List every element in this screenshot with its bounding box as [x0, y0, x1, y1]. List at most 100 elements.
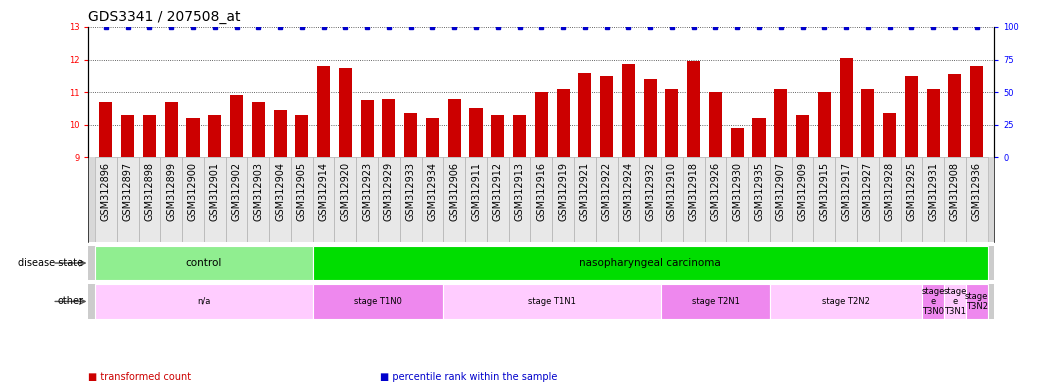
Bar [469, 109, 483, 157]
Bar [378, 157, 400, 242]
Bar [138, 157, 160, 242]
Text: stage
e
T3N1: stage e T3N1 [943, 286, 967, 316]
Text: GSM312935: GSM312935 [754, 162, 764, 221]
Bar [557, 89, 569, 157]
Text: GSM312920: GSM312920 [340, 162, 351, 221]
Text: GSM312896: GSM312896 [101, 162, 111, 221]
Bar [753, 118, 765, 157]
Bar [356, 157, 378, 242]
Bar [312, 284, 443, 319]
Bar [665, 89, 679, 157]
Text: GSM312907: GSM312907 [776, 162, 786, 221]
Bar [731, 128, 743, 157]
Text: GSM312900: GSM312900 [188, 162, 198, 221]
Bar [966, 284, 988, 319]
Bar [818, 92, 831, 157]
Bar [879, 157, 900, 242]
Text: ■ percentile rank within the sample: ■ percentile rank within the sample [380, 372, 557, 382]
Text: GSM312915: GSM312915 [819, 162, 830, 221]
Text: GSM312914: GSM312914 [319, 162, 329, 221]
Bar [204, 157, 226, 242]
Bar [900, 157, 922, 242]
Bar [748, 157, 770, 242]
Text: GSM312904: GSM312904 [275, 162, 285, 221]
Bar [360, 100, 374, 157]
Text: GSM312913: GSM312913 [514, 162, 525, 221]
Text: GSM312933: GSM312933 [406, 162, 415, 221]
Bar [922, 284, 944, 319]
Bar [491, 115, 504, 157]
Text: ■ transformed count: ■ transformed count [88, 372, 192, 382]
Text: stage
T3N2: stage T3N2 [965, 292, 988, 311]
Text: GDS3341 / 207508_at: GDS3341 / 207508_at [88, 10, 240, 25]
Bar [443, 284, 661, 319]
Bar [770, 157, 792, 242]
Bar [617, 157, 639, 242]
Bar [208, 115, 222, 157]
Bar [639, 157, 661, 242]
Text: stage T1N1: stage T1N1 [528, 297, 576, 306]
Text: GSM312929: GSM312929 [384, 162, 393, 221]
Bar [339, 68, 352, 157]
Bar [117, 157, 138, 242]
Bar [164, 102, 178, 157]
Text: nasopharyngeal carcinoma: nasopharyngeal carcinoma [579, 258, 721, 268]
Bar [422, 157, 443, 242]
Bar [95, 284, 312, 319]
Text: n/a: n/a [197, 297, 210, 306]
Text: GSM312912: GSM312912 [492, 162, 503, 221]
Bar [296, 115, 308, 157]
Text: GSM312919: GSM312919 [558, 162, 568, 221]
Text: GSM312926: GSM312926 [711, 162, 720, 221]
Bar [687, 61, 701, 157]
Text: GSM312917: GSM312917 [841, 162, 852, 221]
Bar [465, 157, 487, 242]
Text: GSM312908: GSM312908 [950, 162, 960, 221]
Bar [318, 66, 330, 157]
Text: GSM312910: GSM312910 [667, 162, 677, 221]
Text: stage T1N0: stage T1N0 [354, 297, 402, 306]
Bar [186, 118, 200, 157]
Text: GSM312924: GSM312924 [624, 162, 633, 221]
Bar [334, 157, 356, 242]
Bar [552, 157, 574, 242]
Text: GSM312903: GSM312903 [253, 162, 263, 221]
Text: GSM312932: GSM312932 [645, 162, 655, 221]
Bar [727, 157, 748, 242]
Text: GSM312936: GSM312936 [971, 162, 982, 221]
Bar [312, 246, 988, 280]
Bar [944, 284, 966, 319]
Bar [966, 157, 988, 242]
Bar [861, 89, 874, 157]
Text: GSM312906: GSM312906 [450, 162, 459, 221]
Bar [95, 157, 117, 242]
Bar [775, 89, 787, 157]
Text: disease state: disease state [18, 258, 83, 268]
Bar [574, 157, 595, 242]
Text: GSM312898: GSM312898 [145, 162, 154, 221]
Bar [160, 157, 182, 242]
Bar [643, 79, 657, 157]
Bar [443, 157, 465, 242]
Text: GSM312911: GSM312911 [471, 162, 481, 221]
Text: GSM312899: GSM312899 [167, 162, 176, 221]
Bar [661, 284, 770, 319]
Bar [270, 157, 290, 242]
Text: GSM312902: GSM312902 [231, 162, 242, 221]
Text: GSM312934: GSM312934 [428, 162, 437, 221]
Bar [182, 157, 204, 242]
Bar [922, 157, 944, 242]
Bar [661, 157, 683, 242]
Bar [705, 157, 727, 242]
Bar [121, 115, 134, 157]
Text: GSM312905: GSM312905 [297, 162, 307, 221]
Bar [448, 99, 461, 157]
Bar [926, 89, 940, 157]
Bar [970, 66, 984, 157]
Bar [813, 157, 835, 242]
Bar [426, 118, 439, 157]
Text: GSM312931: GSM312931 [929, 162, 938, 221]
Bar [835, 157, 857, 242]
Bar [770, 284, 922, 319]
Bar [944, 157, 966, 242]
